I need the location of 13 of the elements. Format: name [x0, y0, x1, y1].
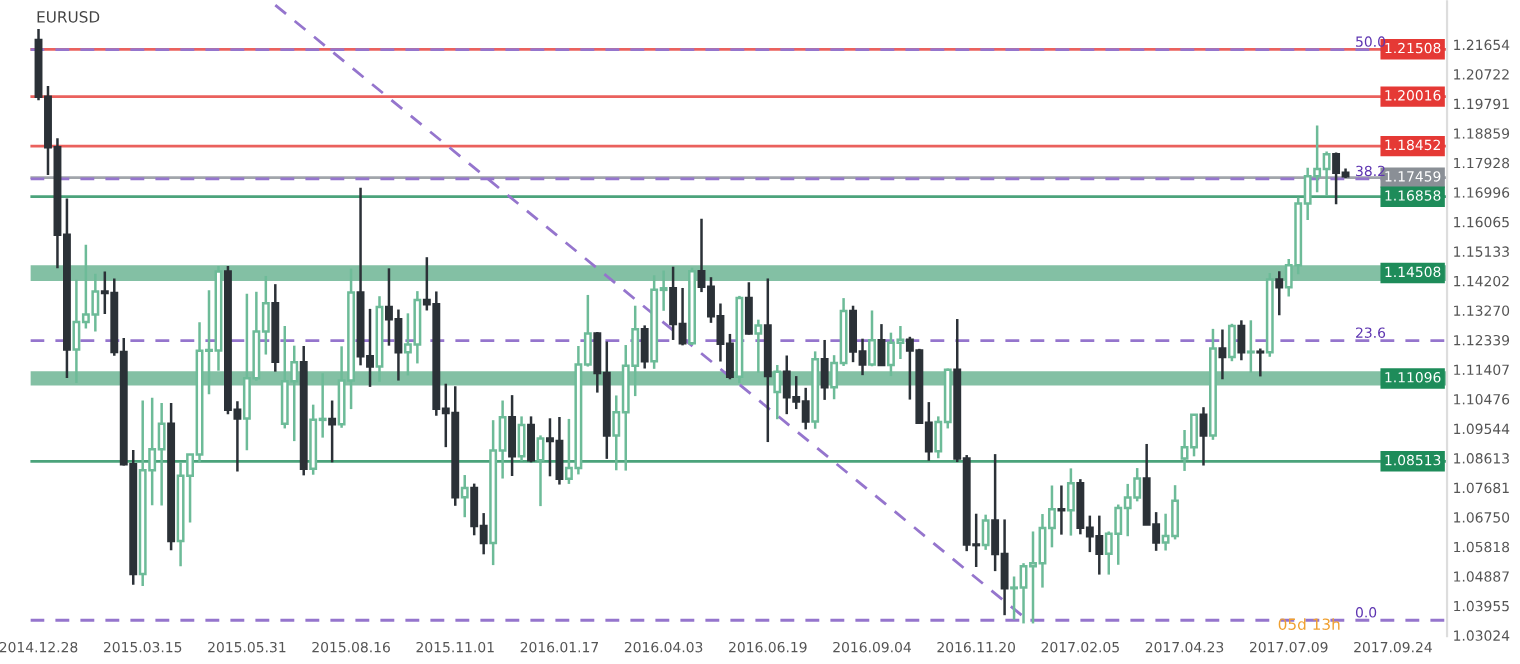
- candlestick: [1237, 319, 1246, 362]
- candlestick: [1218, 328, 1227, 381]
- candlestick: [763, 277, 772, 444]
- candlestick: [328, 399, 337, 464]
- candlestick: [820, 338, 829, 402]
- candlestick: [640, 324, 649, 370]
- candlestick: [1199, 405, 1208, 467]
- candlestick: [460, 473, 469, 519]
- candlestick: [1275, 269, 1284, 317]
- candlestick: [1246, 319, 1255, 374]
- candlestick: [1057, 484, 1066, 536]
- candlestick: [508, 393, 517, 478]
- candlestick: [271, 282, 280, 373]
